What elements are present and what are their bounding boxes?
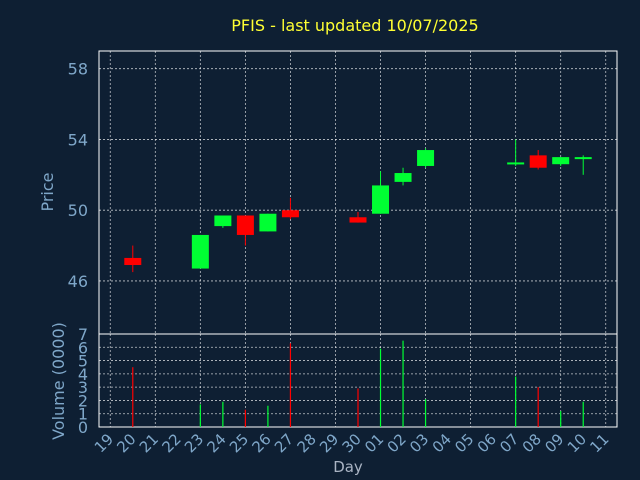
- candle-body: [281, 210, 299, 218]
- candle: [349, 211, 367, 223]
- volume-tick-label: 2: [78, 391, 88, 410]
- candle-body: [574, 157, 592, 160]
- candle: [372, 171, 390, 214]
- candle-body: [417, 150, 435, 166]
- price-axis-label: Price: [38, 172, 57, 211]
- x-ticks: 1920212223242526272829300102030405060708…: [91, 430, 613, 456]
- candle: [214, 215, 232, 228]
- price-tick-label: 50: [68, 201, 88, 220]
- volume-tick-label: 5: [78, 352, 88, 371]
- candle-body: [214, 215, 232, 227]
- volume-tick-label: 3: [78, 378, 88, 397]
- volume-bars: [132, 340, 584, 427]
- candle: [394, 167, 412, 186]
- candle-body: [507, 162, 525, 165]
- price-plot-frame: [98, 50, 618, 335]
- volume-tick-label: 7: [78, 325, 88, 344]
- volume-tick-label: 6: [78, 338, 88, 357]
- candle-body: [191, 234, 209, 269]
- price-tick-label: 58: [68, 60, 88, 79]
- candles: [124, 139, 592, 273]
- candle: [236, 215, 254, 246]
- candle-body: [372, 185, 390, 214]
- price-tick-label: 46: [68, 272, 88, 291]
- candle-body: [529, 155, 547, 168]
- price-tick-label: 54: [68, 130, 88, 149]
- candle: [259, 213, 277, 232]
- candle-body: [349, 217, 367, 223]
- candle-body: [124, 257, 142, 266]
- candle-body: [394, 173, 412, 182]
- volume-tick-label: 1: [78, 405, 88, 424]
- candle: [552, 157, 570, 166]
- price-y-ticks: 46 50 54 58: [68, 60, 88, 291]
- candle-body: [552, 157, 570, 165]
- price-panel: 46 50 54 58: [68, 50, 618, 335]
- candle: [124, 245, 142, 273]
- candle: [529, 150, 547, 170]
- volume-tick-label: 4: [78, 365, 88, 384]
- candle-body: [259, 213, 277, 232]
- volume-tick-label: 0: [78, 418, 88, 437]
- candle: [191, 234, 209, 269]
- candle: [507, 139, 525, 166]
- candle: [281, 197, 299, 220]
- candle-body: [236, 215, 254, 235]
- chart-title: PFIS - last updated 10/07/2025: [231, 16, 478, 35]
- volume-axis-label: Volume (0000): [49, 322, 68, 440]
- candle: [574, 155, 592, 175]
- x-axis-label: Day: [333, 458, 363, 476]
- candle: [417, 148, 435, 168]
